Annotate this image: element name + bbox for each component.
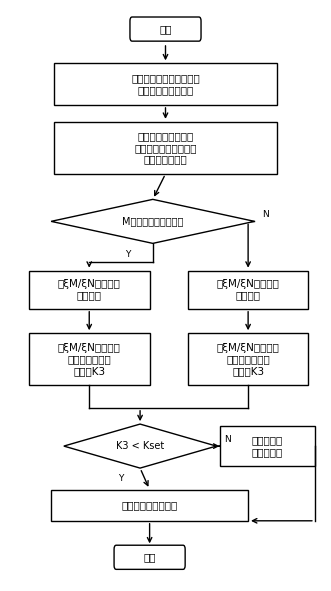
Bar <box>188 333 308 385</box>
Text: 提取并计算保护安装处三
相电流故障附加分量: 提取并计算保护安装处三 相电流故障附加分量 <box>131 73 200 95</box>
Text: Y: Y <box>125 251 130 259</box>
Text: 开始: 开始 <box>159 24 172 34</box>
Text: 求ξM/ξN频域电流
比值频谱: 求ξM/ξN频域电流 比值频谱 <box>58 279 121 300</box>
Text: 求ξM/ξN频域电流
比值频谱波动曲
线方差K3: 求ξM/ξN频域电流 比值频谱波动曲 线方差K3 <box>217 343 280 376</box>
Text: 求ξM/ξN频域电流
比值频谱: 求ξM/ξN频域电流 比值频谱 <box>217 279 280 300</box>
Text: K3 < Kset: K3 < Kset <box>116 441 164 451</box>
Bar <box>54 63 277 105</box>
Text: 区外故障，
保护不动作: 区外故障， 保护不动作 <box>252 436 283 457</box>
Text: 对电流故障附加分量
相模变换后的线模分量
进行小波包分解: 对电流故障附加分量 相模变换后的线模分量 进行小波包分解 <box>134 131 197 164</box>
FancyBboxPatch shape <box>114 545 185 569</box>
Bar <box>29 271 150 309</box>
Polygon shape <box>64 424 216 468</box>
Polygon shape <box>51 199 255 243</box>
Bar <box>188 271 308 309</box>
Text: 求ξM/ξN频域电流
比值频谱波动曲
线方差K3: 求ξM/ξN频域电流 比值频谱波动曲 线方差K3 <box>58 343 121 376</box>
Bar <box>54 122 277 174</box>
Text: N: N <box>262 210 269 219</box>
FancyBboxPatch shape <box>130 17 201 41</box>
Text: Y: Y <box>118 474 124 483</box>
Text: M侧保护先检测到故障: M侧保护先检测到故障 <box>122 216 183 226</box>
Text: 区内故障，保护动作: 区内故障，保护动作 <box>121 500 178 510</box>
Text: N: N <box>224 434 231 444</box>
Bar <box>219 426 315 466</box>
Text: 结束: 结束 <box>143 552 156 562</box>
Bar <box>29 333 150 385</box>
Bar <box>51 489 248 521</box>
